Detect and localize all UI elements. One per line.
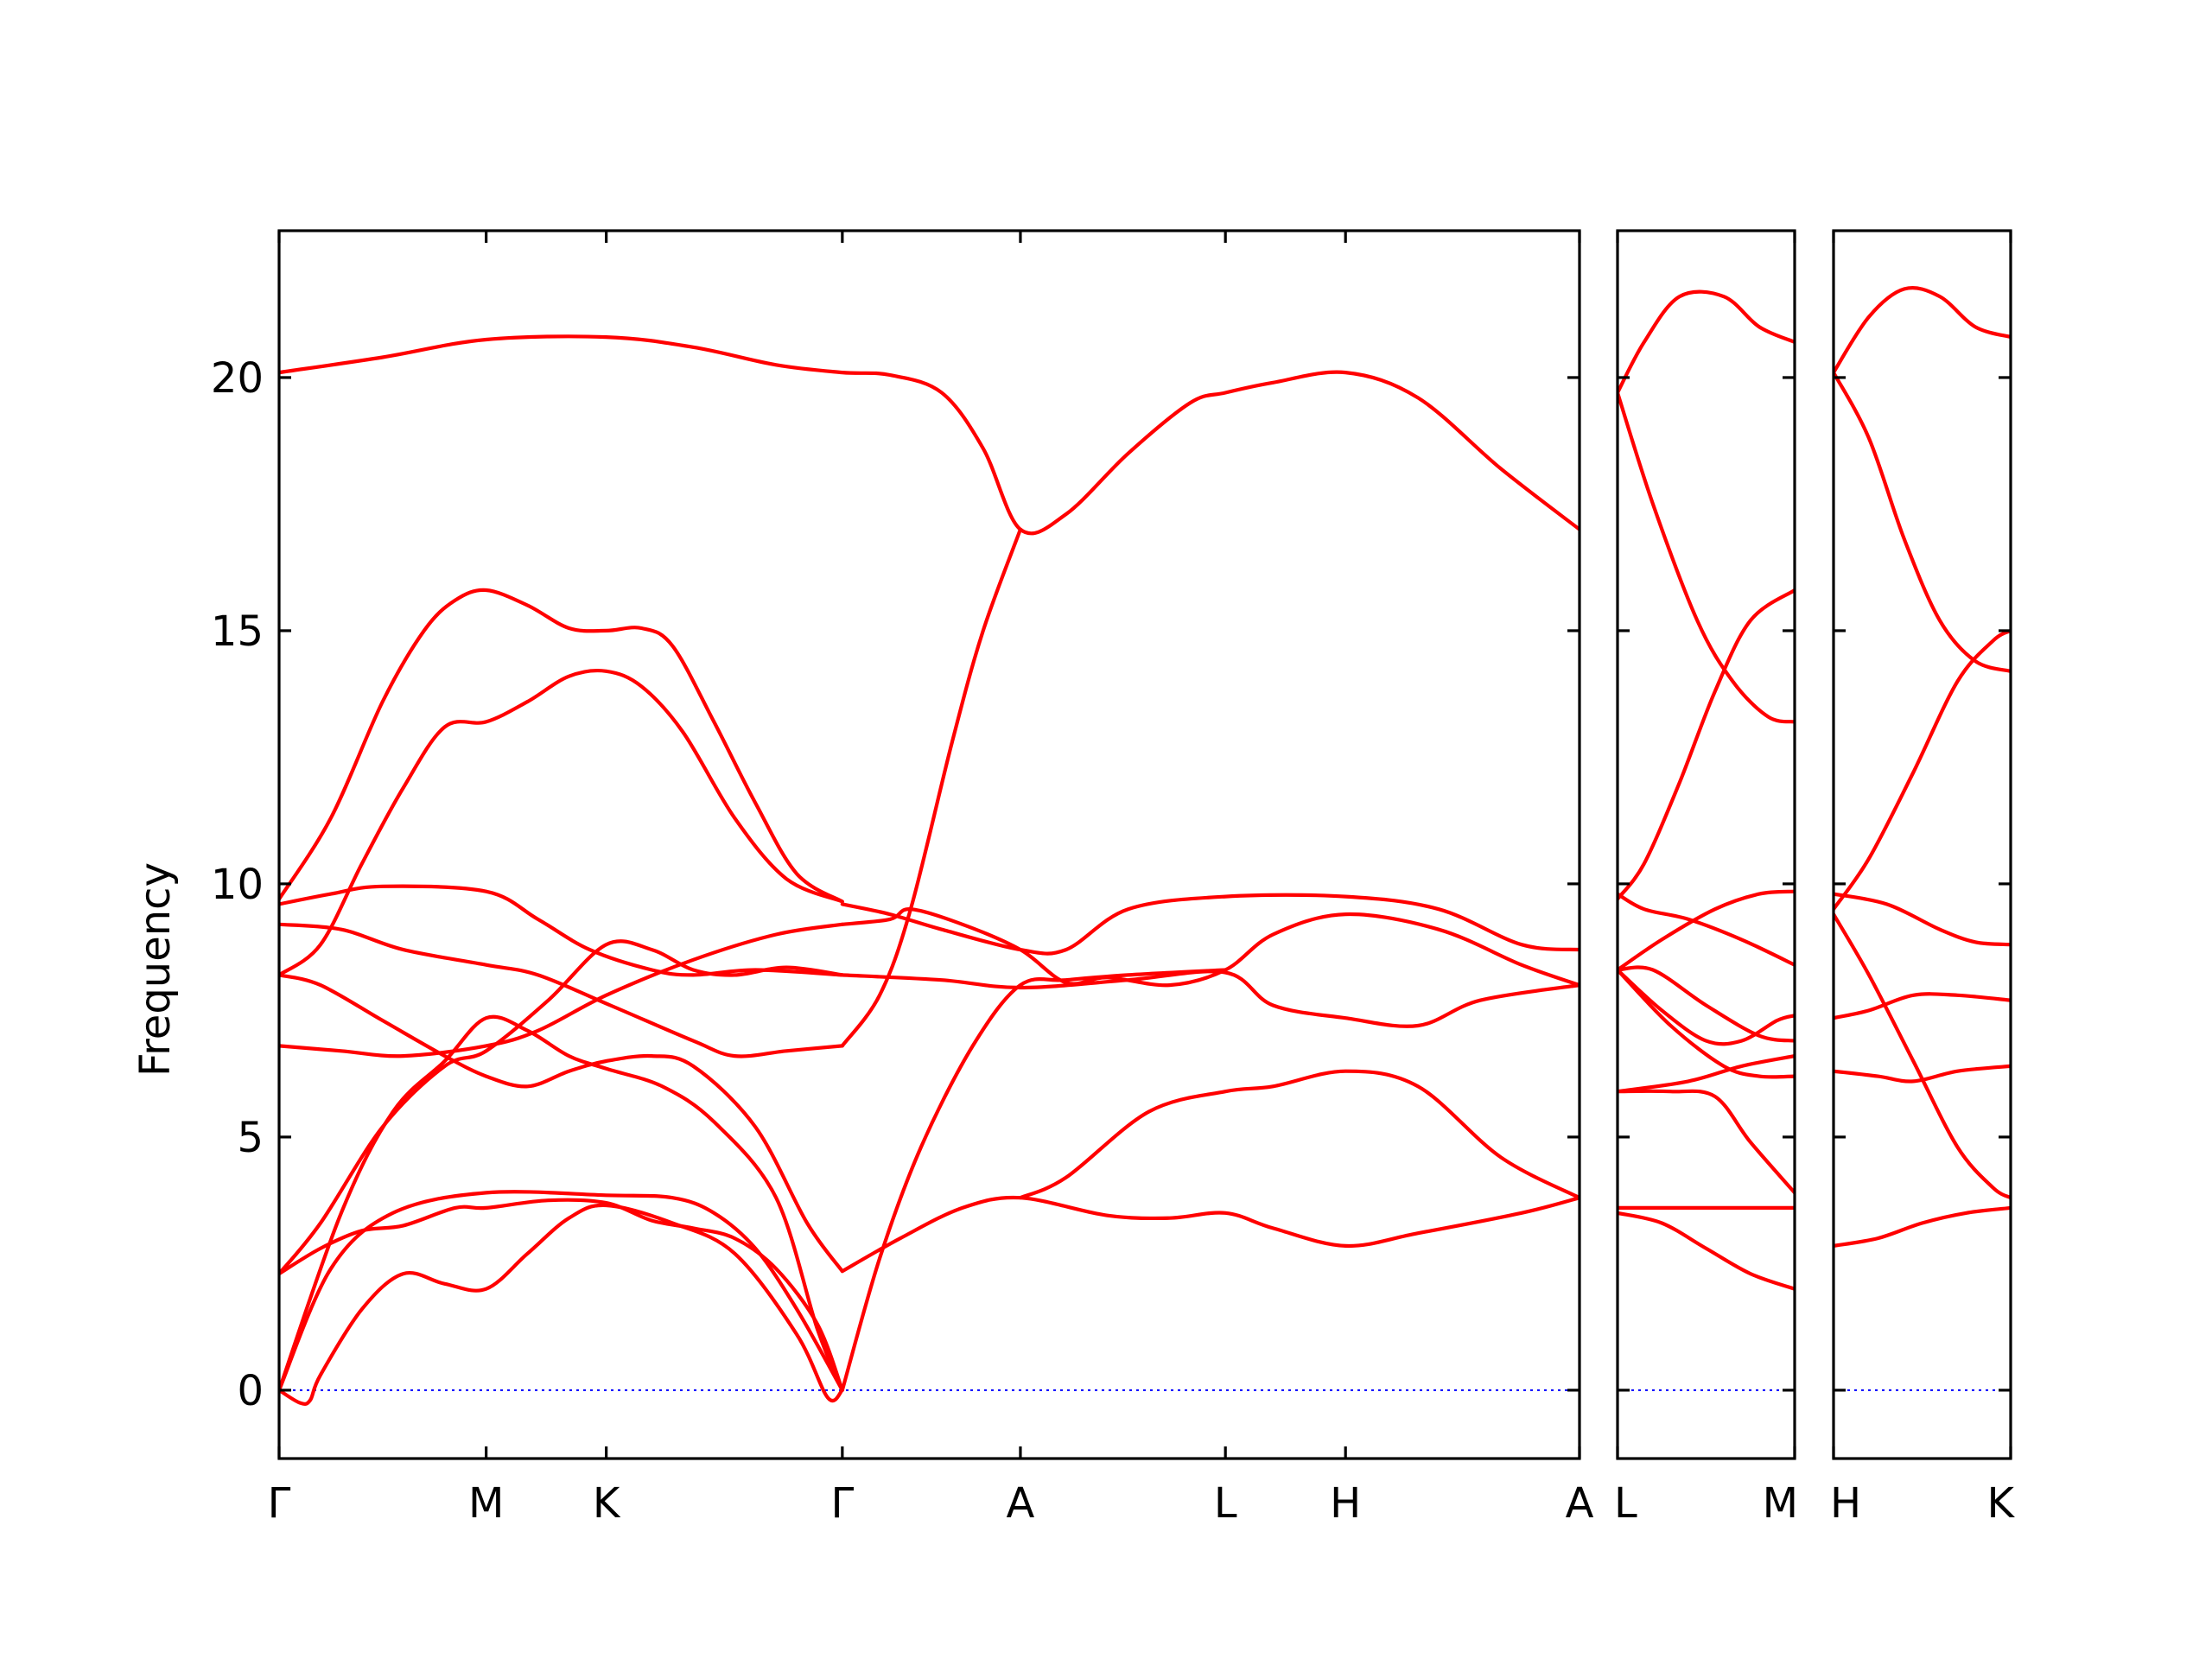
x-tick-label: M: [468, 1479, 504, 1528]
x-tick-label: H: [1330, 1479, 1361, 1528]
bands-group: [1834, 286, 2011, 1248]
band-line-4: [1618, 892, 1795, 967]
y-tick-label: 10: [211, 861, 264, 909]
panel-frame: [1832, 229, 2012, 1460]
band-line-16: [840, 907, 1580, 988]
band-line-13: [840, 968, 1228, 1392]
x-tick-label: L: [1614, 1479, 1637, 1528]
band-line-7: [1834, 1064, 2011, 1084]
band-line-5: [279, 922, 844, 1058]
bands-group: [279, 334, 1580, 1406]
band-line-8: [279, 939, 844, 1276]
band-line-3: [279, 668, 844, 977]
band-line-15: [840, 893, 1580, 956]
x-tick-label: A: [1007, 1479, 1035, 1528]
band-line-11: [279, 1014, 844, 1392]
panel-1: Γ M K Γ A L H A 0 5 10 15 20: [211, 229, 1594, 1528]
x-tick-label: K: [1987, 1479, 2016, 1528]
y-axis-label: Frequency: [131, 862, 180, 1077]
x-tick-label: A: [1566, 1479, 1594, 1528]
band-line-10: [279, 1190, 844, 1392]
x-tick-label: H: [1830, 1479, 1861, 1528]
x-tick-label: L: [1214, 1479, 1237, 1528]
band-line-5: [1834, 912, 2011, 1200]
y-tick-label: 5: [237, 1114, 264, 1162]
band-line-1: [1618, 289, 1795, 395]
band-line-8: [1618, 968, 1795, 1079]
band-line-6: [1834, 992, 2011, 1020]
panel-frame: [1616, 229, 1796, 1460]
band-line-8: [1834, 1205, 2011, 1248]
band-line-5: [1618, 889, 1795, 972]
panel-frame: [277, 229, 1581, 1460]
band-line-1: [1834, 286, 2011, 375]
y-tick-label: 20: [211, 354, 264, 403]
band-line-14: [840, 527, 1022, 1048]
bands-group: [1618, 289, 1795, 1291]
band-line-7: [279, 922, 844, 1058]
x-tick-label: M: [1763, 1479, 1798, 1528]
band-line-4: [1834, 892, 2011, 947]
band-line-12: [279, 1203, 844, 1406]
band-line-3: [1618, 588, 1795, 901]
band-line-18: [840, 1195, 1580, 1274]
band-line-6: [279, 973, 844, 1274]
x-tick-label: K: [593, 1479, 621, 1528]
band-line-12: [1618, 1211, 1795, 1291]
band-line-6: [1618, 965, 1795, 1043]
band-line-19: [1018, 1069, 1580, 1200]
band-line-2: [1618, 391, 1795, 724]
x-tick-label: Γ: [830, 1479, 854, 1528]
band-line-3: [1834, 628, 2011, 912]
y-tick-label: 15: [211, 607, 264, 656]
band-line-4: [279, 884, 844, 977]
band-line-1: [279, 334, 1580, 536]
y-tick-label: 0: [237, 1367, 264, 1415]
band-line-9: [1618, 1054, 1795, 1094]
band-line-9: [279, 1198, 844, 1392]
band-line-10: [1618, 1089, 1795, 1195]
band-line-7: [1618, 968, 1795, 1046]
band-line-17: [840, 969, 1580, 1028]
band-line-2: [279, 588, 844, 904]
x-tick-label: Γ: [268, 1479, 291, 1528]
band-line-2: [1834, 371, 2011, 673]
